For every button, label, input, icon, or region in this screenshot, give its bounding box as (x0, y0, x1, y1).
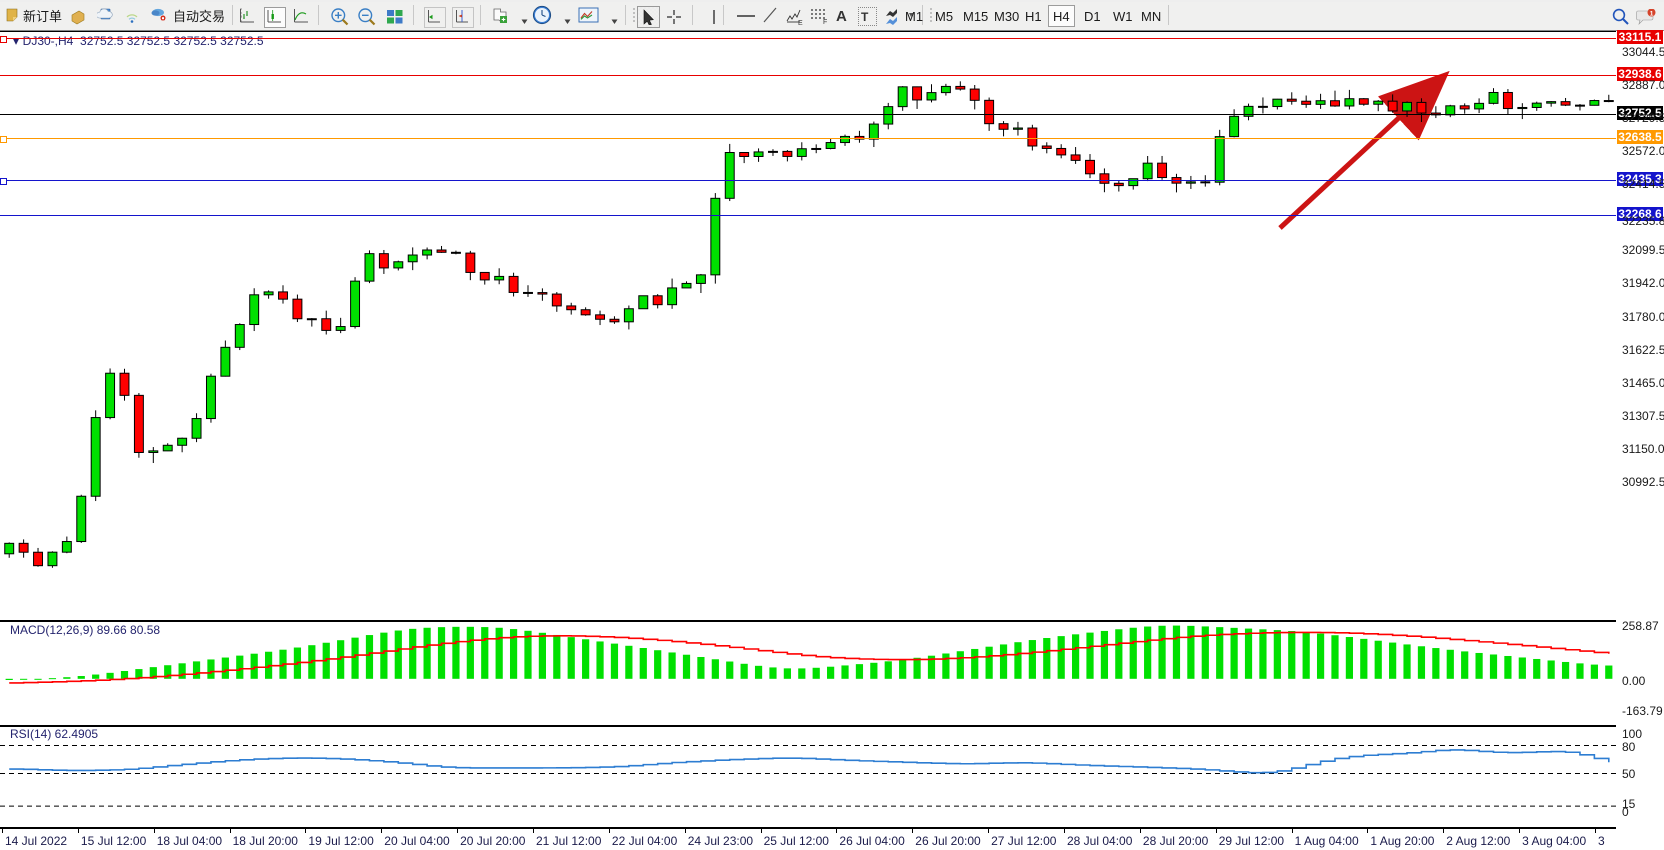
svg-text:1: 1 (1650, 10, 1654, 17)
svg-text:T: T (861, 10, 869, 24)
svg-text:F: F (823, 19, 827, 24)
svg-text:E: E (798, 20, 803, 25)
